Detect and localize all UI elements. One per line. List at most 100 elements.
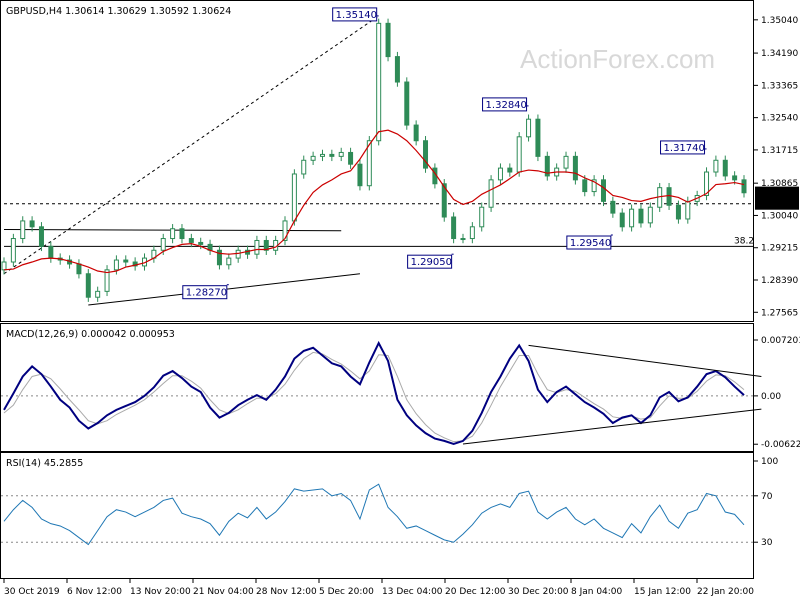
candle — [385, 22, 391, 58]
candle — [460, 238, 466, 241]
candle — [629, 208, 635, 228]
candle — [413, 124, 419, 142]
time-tick-label: 13 Nov 20:00 — [130, 587, 191, 597]
candle — [479, 206, 485, 228]
price-label-text: 1.28270 — [186, 288, 227, 299]
candle — [732, 175, 738, 181]
candle — [638, 208, 644, 224]
price-tick-label: 1.32540 — [761, 114, 798, 124]
candle — [198, 241, 204, 245]
candle — [610, 200, 616, 214]
price-tick-label: 1.33365 — [761, 81, 798, 91]
candle — [404, 81, 410, 126]
candle — [263, 239, 269, 251]
price-label-box — [407, 254, 453, 269]
time-tick-label: 8 Jan 04:00 — [571, 587, 623, 597]
candle — [685, 200, 691, 220]
price-tick-label: 1.30865 — [761, 179, 798, 189]
candle — [235, 249, 241, 259]
fib-label: 38.2 — [734, 236, 754, 246]
price-tick-label: 1.29215 — [761, 244, 798, 254]
reference-price-tag — [755, 197, 799, 210]
price-label-box — [482, 97, 528, 112]
candle — [132, 261, 138, 267]
candle — [95, 290, 101, 298]
candle — [254, 239, 260, 255]
macd-tick-label: 0.007201 — [761, 336, 800, 346]
candle — [572, 155, 578, 181]
candle — [469, 226, 475, 240]
candle — [113, 259, 119, 271]
candle — [619, 212, 625, 228]
candle — [38, 226, 44, 247]
candle — [394, 56, 400, 83]
rsi-tick-label: 70 — [761, 492, 773, 502]
candle — [310, 155, 316, 161]
candle — [226, 257, 232, 266]
price-label-box — [332, 7, 378, 22]
candle — [29, 220, 35, 228]
moving-average — [3, 129, 745, 274]
candle — [563, 155, 569, 169]
time-tick-label: 30 Oct 2019 — [4, 587, 60, 597]
price-tick-label: 1.30040 — [761, 211, 798, 221]
candle — [179, 228, 185, 240]
rsi-axis: 100 70 30 — [1, 457, 778, 548]
time-tick-label: 5 Dec 20:00 — [319, 587, 374, 597]
candle — [713, 159, 719, 173]
price-label-box — [182, 285, 228, 300]
candle — [376, 22, 382, 142]
candle — [591, 179, 597, 193]
candle — [535, 118, 541, 157]
macd-series — [3, 340, 762, 446]
macd-tick-label: -0.006229 — [761, 440, 800, 450]
candle — [366, 140, 372, 187]
price-tick-label: 1.28390 — [761, 276, 798, 286]
rsi-panel-title: RSI(14) 45.2855 — [6, 458, 83, 469]
time-tick-label: 20 Dec 12:00 — [445, 587, 506, 597]
candle — [516, 136, 522, 173]
time-tick-label: 28 Nov 12:00 — [256, 587, 317, 597]
time-tick-label: 15 Jan 12:00 — [634, 587, 691, 597]
time-axis: 30 Oct 2019 6 Nov 12:00 13 Nov 20:00 21 Nov… — [3, 578, 754, 597]
price-axis: 1.35040 1.34190 1.33365 1.32540 1.31715 1.308… — [754, 16, 798, 318]
candle — [329, 153, 335, 157]
candle — [85, 273, 91, 298]
candle — [423, 140, 429, 169]
macd-trendline — [462, 408, 762, 445]
rsi-line — [3, 483, 745, 546]
candle — [600, 179, 606, 202]
candle — [544, 155, 550, 177]
candle — [160, 238, 166, 251]
candle — [48, 245, 54, 259]
candle — [10, 238, 16, 263]
candle — [451, 216, 457, 240]
macd-axis: 0.007201 0.00 -0.006229 — [1, 336, 800, 450]
current-price-tag — [755, 186, 799, 199]
price-candles — [1, 18, 747, 302]
rsi-tick-label: 30 — [761, 538, 773, 548]
time-tick-label: 6 Nov 12:00 — [67, 587, 122, 597]
candle — [441, 183, 447, 218]
price-annotations: 1.35140 1.32840 1.31740 1.29540 1.29050 1.282… — [182, 7, 799, 300]
time-tick-label: 22 Jan 20:00 — [697, 587, 754, 597]
candle — [216, 249, 222, 266]
candle — [123, 259, 129, 263]
trendline — [3, 15, 379, 275]
rsi-tick-label: 100 — [761, 457, 778, 467]
macd-panel — [0, 323, 754, 452]
candle — [301, 159, 307, 175]
time-tick-label: 13 Dec 04:00 — [382, 587, 443, 597]
macd-panel-title: MACD(12,26,9) 0.000042 0.000953 — [6, 329, 175, 340]
price-label-text: 1.32840 — [486, 100, 527, 111]
candle — [338, 151, 344, 157]
candle — [188, 238, 194, 243]
time-tick-label: 30 Dec 20:00 — [508, 587, 569, 597]
candle — [704, 171, 710, 196]
candle — [741, 179, 747, 194]
candle — [526, 118, 532, 138]
time-tick-label: 21 Nov 04:00 — [193, 587, 254, 597]
macd-line — [3, 340, 745, 446]
current-price-tag-text: 1.30624 — [759, 189, 796, 199]
price-label-text: 1.29050 — [411, 257, 452, 268]
